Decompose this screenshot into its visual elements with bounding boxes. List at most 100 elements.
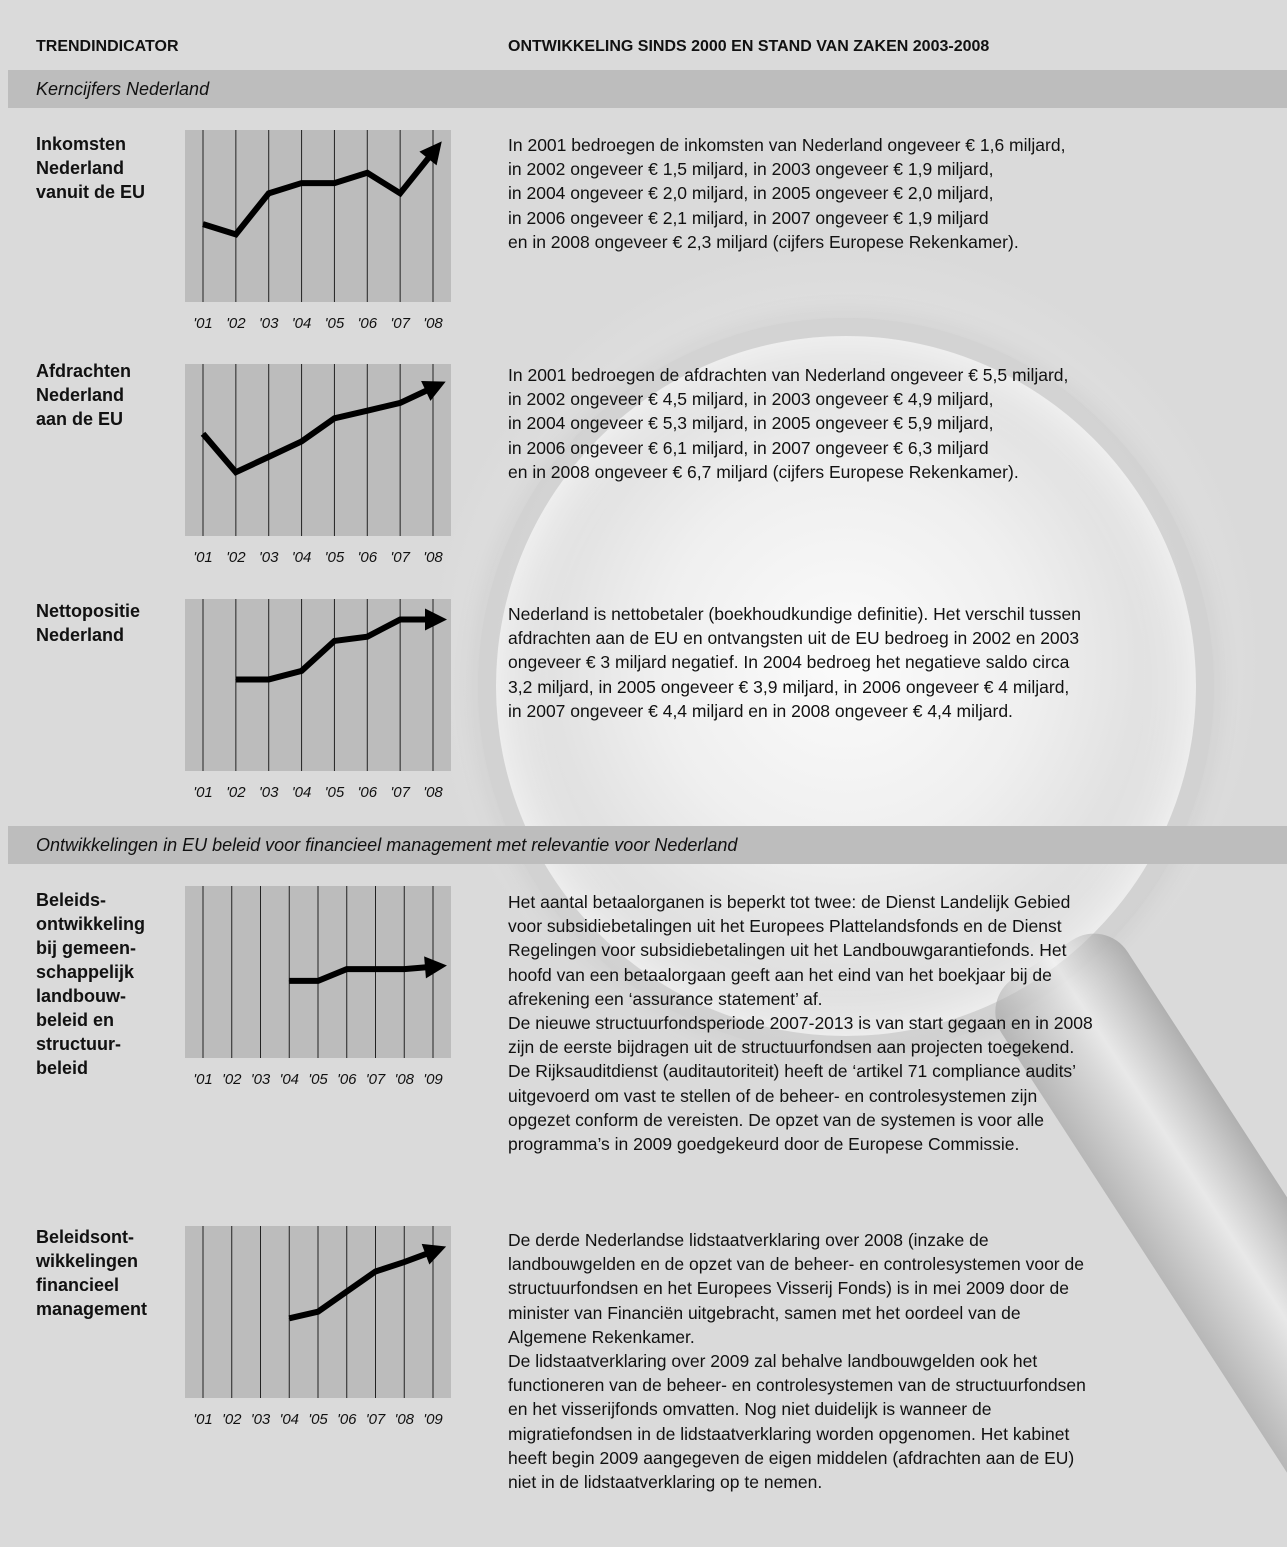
data-point [301, 182, 303, 184]
x-tick-label: '01 [193, 784, 213, 801]
data-point [366, 636, 368, 638]
trend-chart-net-position: '01 '02 '03 '04 '05 '06 '07 '08 [185, 599, 451, 807]
trend-chart-contributions: '01 '02 '03 '04 '05 '06 '07 '08 [185, 364, 451, 572]
data-point [317, 1311, 319, 1313]
x-tick-label: '07 [390, 315, 410, 332]
plot-area [185, 364, 451, 536]
x-tick-label: '03 [259, 549, 279, 566]
x-tick-label: '09 [423, 1411, 443, 1428]
x-tick-label: '07 [366, 1411, 386, 1428]
data-point [432, 966, 434, 968]
x-tick-label: '04 [292, 315, 312, 332]
x-tick-label: '03 [251, 1411, 271, 1428]
data-point [301, 440, 303, 442]
x-tick-label: '07 [390, 784, 410, 801]
data-point [235, 471, 237, 473]
x-tick-label: '02 [226, 549, 246, 566]
chart-svg: '01 '02 '03 '04 '05 '06 '07 '08 '09 [185, 1226, 451, 1428]
x-tick-label: '05 [325, 784, 345, 801]
chart-svg: '01 '02 '03 '04 '05 '06 '07 '08 '09 [185, 886, 451, 1088]
x-tick-label: '07 [390, 549, 410, 566]
chart-svg: '01 '02 '03 '04 '05 '06 '07 '08 [185, 130, 451, 332]
x-tick-label: '08 [423, 315, 443, 332]
x-tick-label: '06 [358, 784, 378, 801]
trend-arrowhead [424, 956, 447, 979]
data-point [432, 151, 434, 153]
indicator-text-income: In 2001 bedroegen de inkomsten van Neder… [508, 135, 1066, 252]
x-tick-label: '08 [423, 549, 443, 566]
chart-svg: '01 '02 '03 '04 '05 '06 '07 '08 [185, 599, 451, 801]
trend-chart-income: '01 '02 '03 '04 '05 '06 '07 '08 [185, 130, 451, 338]
column-header-indicator: TRENDINDICATOR [36, 38, 179, 55]
chart-svg: '01 '02 '03 '04 '05 '06 '07 '08 [185, 364, 451, 566]
data-point [366, 172, 368, 174]
x-tick-label: '02 [226, 315, 246, 332]
data-point [301, 670, 303, 672]
x-tick-label: '01 [193, 1071, 213, 1088]
x-tick-label: '05 [308, 1411, 328, 1428]
series-line [200, 385, 433, 476]
data-point [366, 410, 368, 412]
x-tick-label: '04 [292, 549, 312, 566]
x-tick-label: '02 [222, 1071, 242, 1088]
data-point [235, 233, 237, 235]
data-point [268, 192, 270, 194]
indicator-label-agri-structural-policy: Beleids- ontwikkeling bij gemeen- schapp… [36, 890, 146, 1078]
data-point [202, 223, 204, 225]
series-line [202, 151, 435, 238]
x-tick-label: '03 [251, 1071, 271, 1088]
x-tick-label: '01 [193, 549, 213, 566]
indicator-label-net-position: Nettopositie Nederland [36, 601, 141, 645]
x-tick-label: '06 [337, 1071, 357, 1088]
indicator-text-net-position: Nederland is nettobetaler (boekhoudkundi… [508, 604, 1081, 721]
indicator-label-contributions: Afdrachten Nederland aan de EU [36, 361, 132, 429]
indicator-label-financial-management: Beleidsont- wikkelingen financieel manag… [36, 1227, 148, 1319]
data-point [333, 640, 335, 642]
x-tick-label: '05 [325, 549, 345, 566]
data-point [333, 417, 335, 419]
x-tick-label: '01 [193, 1411, 213, 1428]
section-band-key-figures: Kerncijfers Nederland [8, 70, 1287, 108]
data-point [268, 456, 270, 458]
x-tick-label: '04 [279, 1071, 299, 1088]
data-point [317, 980, 319, 982]
data-point [399, 192, 401, 194]
data-point [432, 387, 434, 389]
trend-chart-financial-management: '01 '02 '03 '04 '05 '06 '07 '08 '09 [185, 1226, 451, 1434]
x-tick-label: '04 [292, 784, 312, 801]
x-tick-label: '08 [394, 1411, 414, 1428]
x-tick-label: '03 [259, 784, 279, 801]
trend-chart-agri-structural-policy: '01 '02 '03 '04 '05 '06 '07 '08 '09 [185, 886, 451, 1094]
x-tick-label: '04 [279, 1411, 299, 1428]
x-tick-label: '06 [358, 315, 378, 332]
data-point [235, 678, 237, 680]
data-point [403, 1261, 405, 1263]
data-point [288, 980, 290, 982]
series-line [289, 963, 432, 984]
x-tick-label: '05 [308, 1071, 328, 1088]
trend-arrowhead [421, 1243, 447, 1265]
indicator-text-contributions: In 2001 bedroegen de afdrachten van Nede… [508, 365, 1069, 482]
plot-area [185, 130, 451, 302]
data-point [346, 968, 348, 970]
x-tick-label: '05 [325, 315, 345, 332]
plot-area [185, 599, 451, 771]
data-point [403, 968, 405, 970]
section-title: Kerncijfers Nederland [36, 79, 210, 99]
trend-arrowhead [421, 380, 446, 401]
x-tick-label: '06 [337, 1411, 357, 1428]
data-point [432, 1250, 434, 1252]
data-point [375, 968, 376, 970]
series-line [288, 1249, 433, 1322]
trend-arrowhead [425, 608, 447, 631]
indicator-label-income: Inkomsten Nederland vanuit de EU [36, 134, 146, 202]
x-tick-label: '09 [423, 1071, 443, 1088]
data-point [399, 402, 401, 404]
x-tick-label: '02 [222, 1411, 242, 1428]
data-point [346, 1291, 348, 1293]
x-tick-label: '03 [259, 315, 279, 332]
data-point [268, 678, 270, 680]
data-point [202, 433, 204, 435]
x-tick-label: '02 [226, 784, 246, 801]
